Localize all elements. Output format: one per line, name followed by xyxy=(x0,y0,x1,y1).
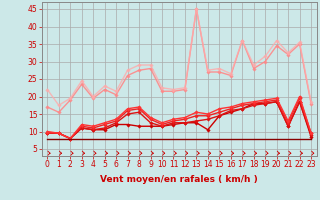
X-axis label: Vent moyen/en rafales ( km/h ): Vent moyen/en rafales ( km/h ) xyxy=(100,175,258,184)
